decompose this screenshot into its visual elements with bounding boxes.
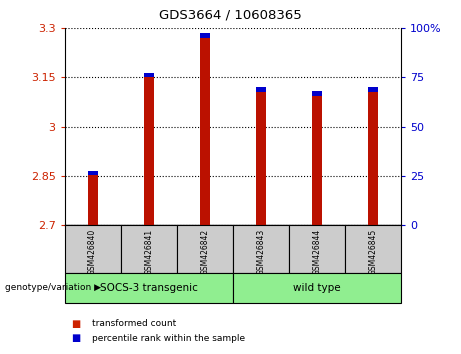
Text: percentile rank within the sample: percentile rank within the sample	[92, 333, 245, 343]
Text: GSM426844: GSM426844	[313, 229, 321, 275]
Text: GSM426845: GSM426845	[368, 229, 378, 275]
Text: genotype/variation ▶: genotype/variation ▶	[5, 283, 100, 292]
Bar	[289, 225, 345, 273]
Text: wild type: wild type	[293, 282, 341, 293]
Text: SOCS-3 transgenic: SOCS-3 transgenic	[100, 282, 198, 293]
Text: GDS3664 / 10608365: GDS3664 / 10608365	[159, 9, 302, 22]
Bar	[233, 225, 289, 273]
Bar	[312, 91, 322, 96]
Text: GSM426842: GSM426842	[200, 229, 209, 275]
Bar	[177, 225, 233, 273]
Bar	[256, 87, 266, 92]
Bar	[345, 225, 401, 273]
Bar	[88, 171, 98, 175]
Bar	[200, 33, 210, 38]
Bar	[368, 87, 378, 92]
Bar	[233, 273, 401, 303]
Bar	[312, 91, 322, 225]
Bar	[200, 33, 210, 225]
Text: transformed count: transformed count	[92, 319, 177, 329]
Text: ■: ■	[71, 333, 81, 343]
Bar	[368, 87, 378, 225]
Bar	[65, 225, 121, 273]
Bar	[121, 225, 177, 273]
Bar	[144, 73, 154, 77]
Bar	[144, 73, 154, 225]
Text: GSM426841: GSM426841	[144, 229, 153, 275]
Bar	[65, 273, 233, 303]
Text: ■: ■	[71, 319, 81, 329]
Text: GSM426840: GSM426840	[88, 229, 97, 275]
Bar	[88, 171, 98, 225]
Text: GSM426843: GSM426843	[256, 229, 266, 275]
Bar	[256, 87, 266, 225]
